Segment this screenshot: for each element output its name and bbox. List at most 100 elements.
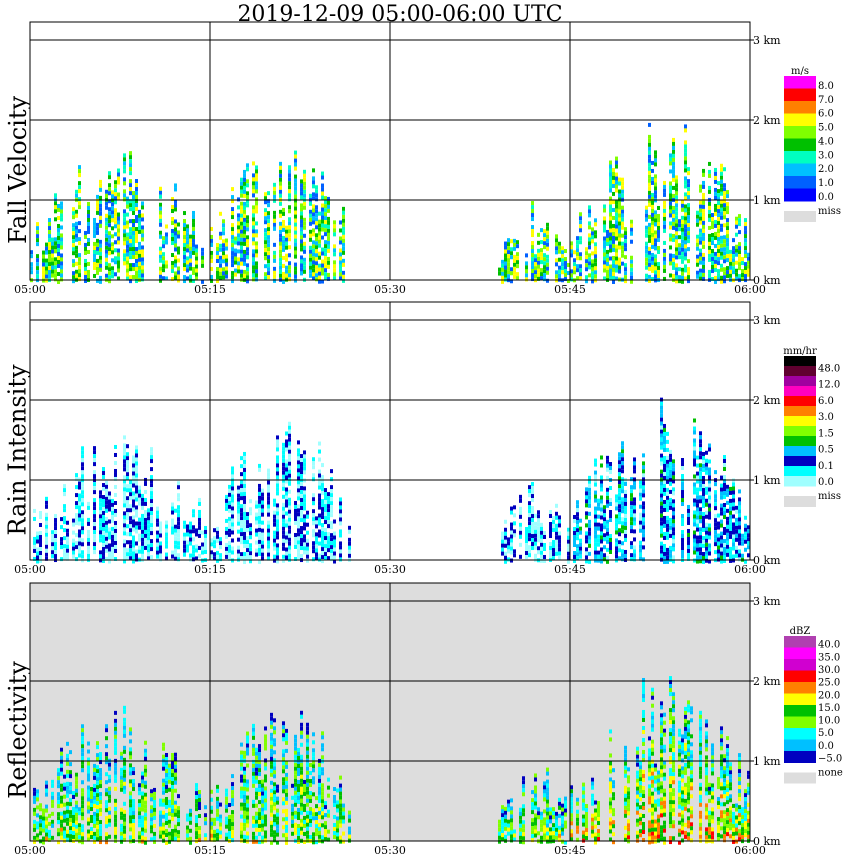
- y-tick-label: 1 km: [753, 474, 781, 487]
- echo-cell: [105, 800, 108, 805]
- echo-cell: [234, 248, 237, 253]
- echo-cell: [258, 547, 261, 552]
- echo-cell: [567, 271, 570, 276]
- echo-cell: [108, 215, 111, 220]
- echo-cell: [258, 499, 261, 504]
- echo-cell: [243, 467, 246, 472]
- echo-cell: [123, 221, 126, 226]
- echo-cell: [693, 438, 696, 443]
- echo-cell: [675, 247, 678, 252]
- echo-cell: [630, 279, 633, 284]
- echo-cell: [105, 480, 108, 485]
- echo-cell: [99, 267, 102, 272]
- echo-cell: [696, 455, 699, 460]
- echo-cell: [114, 540, 117, 545]
- echo-cell: [714, 542, 717, 547]
- echo-cell: [99, 522, 102, 527]
- echo-cell: [318, 275, 321, 280]
- echo-cell: [609, 498, 612, 503]
- echo-cell: [192, 266, 195, 271]
- echo-cell: [621, 233, 624, 238]
- echo-cell: [105, 221, 108, 226]
- echo-cell: [324, 212, 327, 217]
- echo-cell: [264, 244, 267, 249]
- echo-cell: [714, 175, 717, 180]
- echo-cell: [60, 811, 63, 816]
- echo-cell: [672, 233, 675, 238]
- echo-cell: [99, 203, 102, 208]
- echo-cell: [723, 506, 726, 511]
- echo-cell: [45, 544, 48, 549]
- echo-cell: [87, 761, 90, 766]
- echo-cell: [672, 531, 675, 536]
- echo-cell: [504, 249, 507, 254]
- echo-cell: [699, 535, 702, 540]
- echo-cell: [300, 542, 303, 547]
- echo-cell: [576, 548, 579, 553]
- echo-cell: [159, 529, 162, 534]
- echo-cell: [144, 792, 147, 797]
- echo-cell: [564, 273, 567, 278]
- echo-cell: [45, 548, 48, 553]
- echo-cell: [717, 513, 720, 518]
- echo-cell: [117, 228, 120, 233]
- echo-cell: [321, 187, 324, 192]
- echo-cell: [87, 201, 90, 206]
- echo-cell: [171, 205, 174, 210]
- echo-cell: [663, 515, 666, 520]
- echo-cell: [558, 245, 561, 250]
- echo-cell: [708, 443, 711, 448]
- echo-cell: [123, 817, 126, 822]
- echo-cell: [645, 209, 648, 214]
- echo-cell: [615, 180, 618, 185]
- echo-cell: [339, 541, 342, 546]
- echo-cell: [663, 447, 666, 452]
- echo-cell: [255, 173, 258, 178]
- echo-cell: [315, 221, 318, 226]
- echo-cell: [297, 472, 300, 477]
- echo-cell: [663, 192, 666, 197]
- echo-cell: [669, 197, 672, 202]
- echo-cell: [72, 243, 75, 248]
- echo-cell: [267, 508, 270, 513]
- echo-cell: [642, 525, 645, 530]
- echo-cell: [78, 205, 81, 210]
- echo-cell: [105, 496, 108, 501]
- echo-cell: [348, 549, 351, 554]
- echo-cell: [129, 231, 132, 236]
- echo-cell: [135, 259, 138, 264]
- echo-cell: [720, 263, 723, 268]
- echo-cell: [99, 510, 102, 515]
- echo-cell: [240, 245, 243, 250]
- echo-cell: [621, 205, 624, 210]
- echo-cell: [60, 815, 63, 820]
- echo-cell: [75, 804, 78, 809]
- echo-cell: [288, 193, 291, 198]
- echo-cell: [600, 523, 603, 528]
- echo-cell: [744, 218, 747, 223]
- echo-cell: [159, 549, 162, 554]
- echo-cell: [510, 510, 513, 515]
- echo-cell: [279, 261, 282, 266]
- echo-cell: [177, 509, 180, 514]
- echo-cell: [669, 553, 672, 558]
- echo-cell: [681, 466, 684, 471]
- echo-cell: [75, 225, 78, 230]
- echo-cell: [684, 268, 687, 273]
- echo-cell: [108, 175, 111, 180]
- echo-cell: [612, 247, 615, 252]
- echo-cell: [318, 553, 321, 558]
- echo-cell: [534, 537, 537, 542]
- echo-cell: [714, 279, 717, 284]
- echo-cell: [684, 128, 687, 133]
- echo-cell: [633, 517, 636, 522]
- echo-cell: [708, 507, 711, 512]
- echo-cell: [504, 519, 507, 524]
- echo-cell: [105, 237, 108, 242]
- echo-cell: [672, 463, 675, 468]
- echo-cell: [45, 784, 48, 789]
- echo-cell: [666, 467, 669, 472]
- echo-cell: [171, 506, 174, 511]
- echo-cell: [504, 253, 507, 258]
- echo-cell: [702, 220, 705, 225]
